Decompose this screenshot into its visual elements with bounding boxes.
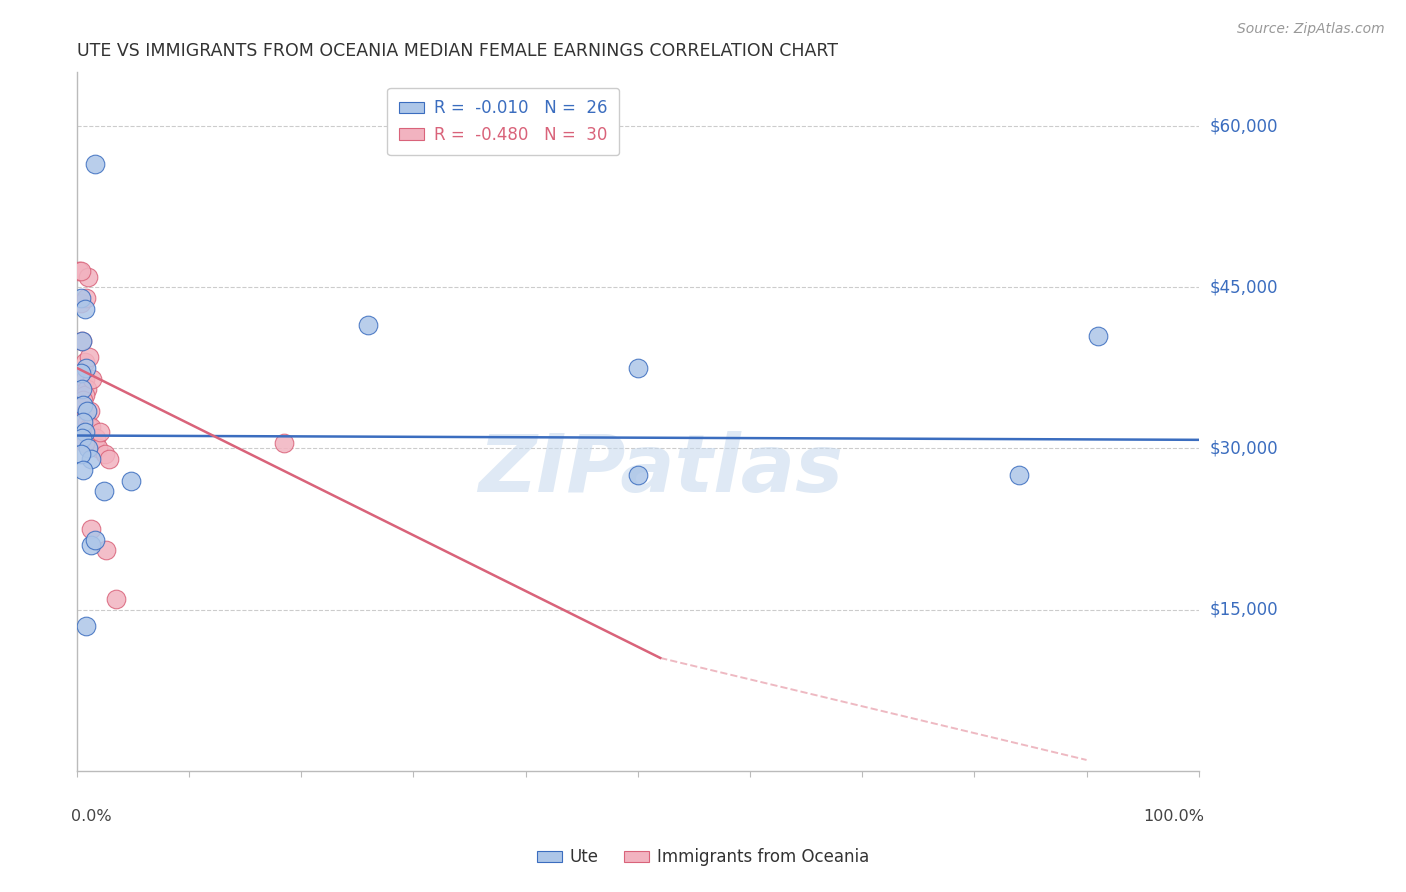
Point	[1087, 328, 1109, 343]
Point	[273, 436, 295, 450]
Text: 100.0%: 100.0%	[1143, 809, 1205, 824]
Point	[75, 618, 97, 632]
Point	[83, 533, 105, 547]
Text: $45,000: $45,000	[1211, 278, 1278, 296]
Point	[73, 436, 96, 450]
Point	[73, 425, 96, 440]
Point	[70, 366, 93, 380]
Point	[94, 543, 117, 558]
Point	[67, 264, 90, 278]
Point	[83, 436, 105, 450]
Point	[72, 334, 94, 348]
Point	[73, 301, 96, 316]
Point	[77, 425, 100, 440]
Point	[120, 474, 142, 488]
Point	[72, 334, 94, 348]
Point	[80, 452, 103, 467]
Point	[93, 447, 115, 461]
Point	[87, 442, 110, 456]
Point	[73, 387, 96, 401]
Point	[76, 415, 98, 429]
Legend: R =  -0.010   N =  26, R =  -0.480   N =  30: R = -0.010 N = 26, R = -0.480 N = 30	[387, 87, 619, 155]
Text: Source: ZipAtlas.com: Source: ZipAtlas.com	[1237, 22, 1385, 37]
Point	[75, 360, 97, 375]
Point	[76, 382, 98, 396]
Point	[98, 452, 121, 467]
Point	[104, 591, 127, 606]
Point	[82, 371, 104, 385]
Point	[1008, 468, 1031, 483]
Text: ZIPatlas: ZIPatlas	[478, 432, 842, 509]
Point	[75, 404, 97, 418]
Point	[93, 484, 115, 499]
Point	[73, 355, 96, 369]
Text: $60,000: $60,000	[1211, 117, 1278, 136]
Legend: Ute, Immigrants from Oceania: Ute, Immigrants from Oceania	[530, 842, 876, 873]
Point	[80, 522, 103, 536]
Point	[70, 447, 93, 461]
Point	[70, 291, 93, 305]
Point	[72, 382, 94, 396]
Point	[72, 415, 94, 429]
Point	[627, 360, 650, 375]
Point	[77, 350, 100, 364]
Point	[70, 296, 93, 310]
Point	[72, 463, 94, 477]
Point	[72, 399, 94, 413]
Point	[75, 291, 97, 305]
Point	[70, 264, 93, 278]
Point	[84, 431, 107, 445]
Point	[627, 468, 650, 483]
Point	[357, 318, 380, 332]
Point	[72, 431, 94, 445]
Text: UTE VS IMMIGRANTS FROM OCEANIA MEDIAN FEMALE EARNINGS CORRELATION CHART: UTE VS IMMIGRANTS FROM OCEANIA MEDIAN FE…	[77, 42, 838, 60]
Point	[80, 420, 103, 434]
Point	[77, 442, 100, 456]
Point	[83, 157, 105, 171]
Point	[77, 420, 100, 434]
Point	[89, 425, 111, 440]
Point	[80, 538, 103, 552]
Point	[72, 393, 94, 408]
Point	[76, 404, 98, 418]
Point	[79, 404, 101, 418]
Point	[77, 269, 100, 284]
Text: $15,000: $15,000	[1211, 600, 1278, 618]
Point	[73, 371, 96, 385]
Text: 0.0%: 0.0%	[72, 809, 111, 824]
Text: $30,000: $30,000	[1211, 440, 1278, 458]
